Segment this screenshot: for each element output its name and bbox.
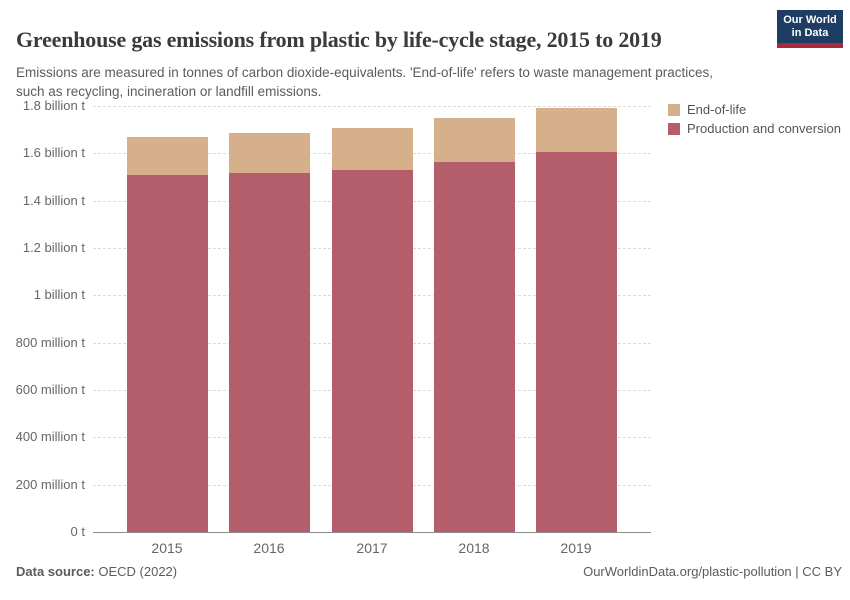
data-source: Data source: OECD (2022) (16, 564, 177, 579)
y-axis-tick-label: 1.2 billion t (22, 240, 85, 255)
y-axis-tick-label: 400 million t (15, 429, 85, 445)
y-axis-tick-label: 600 million t (15, 382, 85, 397)
owid-logo[interactable]: Our World in Data (777, 10, 843, 48)
owid-logo-text: Our World in Data (783, 13, 837, 39)
y-axis-tick-label: 800 million t (15, 334, 85, 350)
gridline (93, 106, 651, 107)
x-axis-line (93, 532, 651, 533)
bar-segment-production-and-conversion-2016[interactable] (228, 173, 310, 532)
x-axis-tick-label: 2017 (356, 540, 388, 556)
bar-segment-end-of-life-2018[interactable] (433, 118, 515, 162)
bar-segment-end-of-life-2019[interactable] (535, 108, 617, 153)
legend-label: Production and conversion (687, 121, 841, 136)
legend-label: End-of-life (687, 102, 747, 117)
data-source-label: Data source: (16, 564, 95, 579)
x-axis-tick-label: 2018 (458, 540, 490, 556)
y-axis-tick-label: 1.4 billion t (22, 192, 85, 208)
bar-segment-end-of-life-2015[interactable] (126, 136, 208, 175)
data-source-value: OECD (2022) (94, 564, 178, 579)
bar-segment-production-and-conversion-2018[interactable] (433, 161, 515, 532)
legend-swatch-icon (668, 103, 680, 116)
legend-swatch-icon (668, 122, 680, 135)
bar-segment-production-and-conversion-2015[interactable] (126, 174, 208, 532)
x-axis-tick-label: 2019 (560, 540, 592, 556)
y-axis-tick-label: 1.6 billion t (22, 145, 85, 161)
attribution-link[interactable]: OurWorldinData.org/plastic-pollution | C… (583, 564, 842, 579)
chart-subtitle: Emissions are measured in tonnes of carb… (16, 64, 714, 100)
bar-segment-end-of-life-2016[interactable] (228, 132, 310, 174)
y-axis-tick-label: 1 billion t (33, 287, 85, 303)
x-axis-tick-label: 2015 (151, 540, 183, 556)
y-axis-tick-label: 200 million t (15, 476, 85, 492)
owid-logo-stripe (777, 43, 843, 48)
y-axis-tick-label: 1.8 billion t (22, 98, 85, 113)
legend-item-end-of-life[interactable]: End-of-life (668, 100, 841, 119)
legend: End-of-life Production and conversion (668, 100, 841, 138)
chart-footer: Data source: OECD (2022) OurWorldinData.… (16, 564, 842, 579)
legend-item-production-and-conversion[interactable]: Production and conversion (668, 119, 841, 138)
y-axis-tick-label: 0 t (70, 524, 85, 539)
bar-segment-end-of-life-2017[interactable] (331, 128, 413, 170)
bar-segment-production-and-conversion-2019[interactable] (535, 152, 617, 532)
x-axis-tick-label: 2016 (253, 540, 285, 556)
chart-title: Greenhouse gas emissions from plastic by… (16, 26, 662, 52)
bar-segment-production-and-conversion-2017[interactable] (331, 169, 413, 532)
